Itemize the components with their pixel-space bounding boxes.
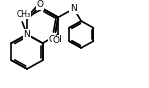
Text: N: N: [70, 4, 77, 13]
Text: N: N: [24, 30, 30, 39]
Text: O: O: [37, 0, 44, 9]
Text: CH₃: CH₃: [16, 10, 30, 19]
Text: OH: OH: [49, 35, 62, 44]
Text: O: O: [53, 36, 60, 45]
